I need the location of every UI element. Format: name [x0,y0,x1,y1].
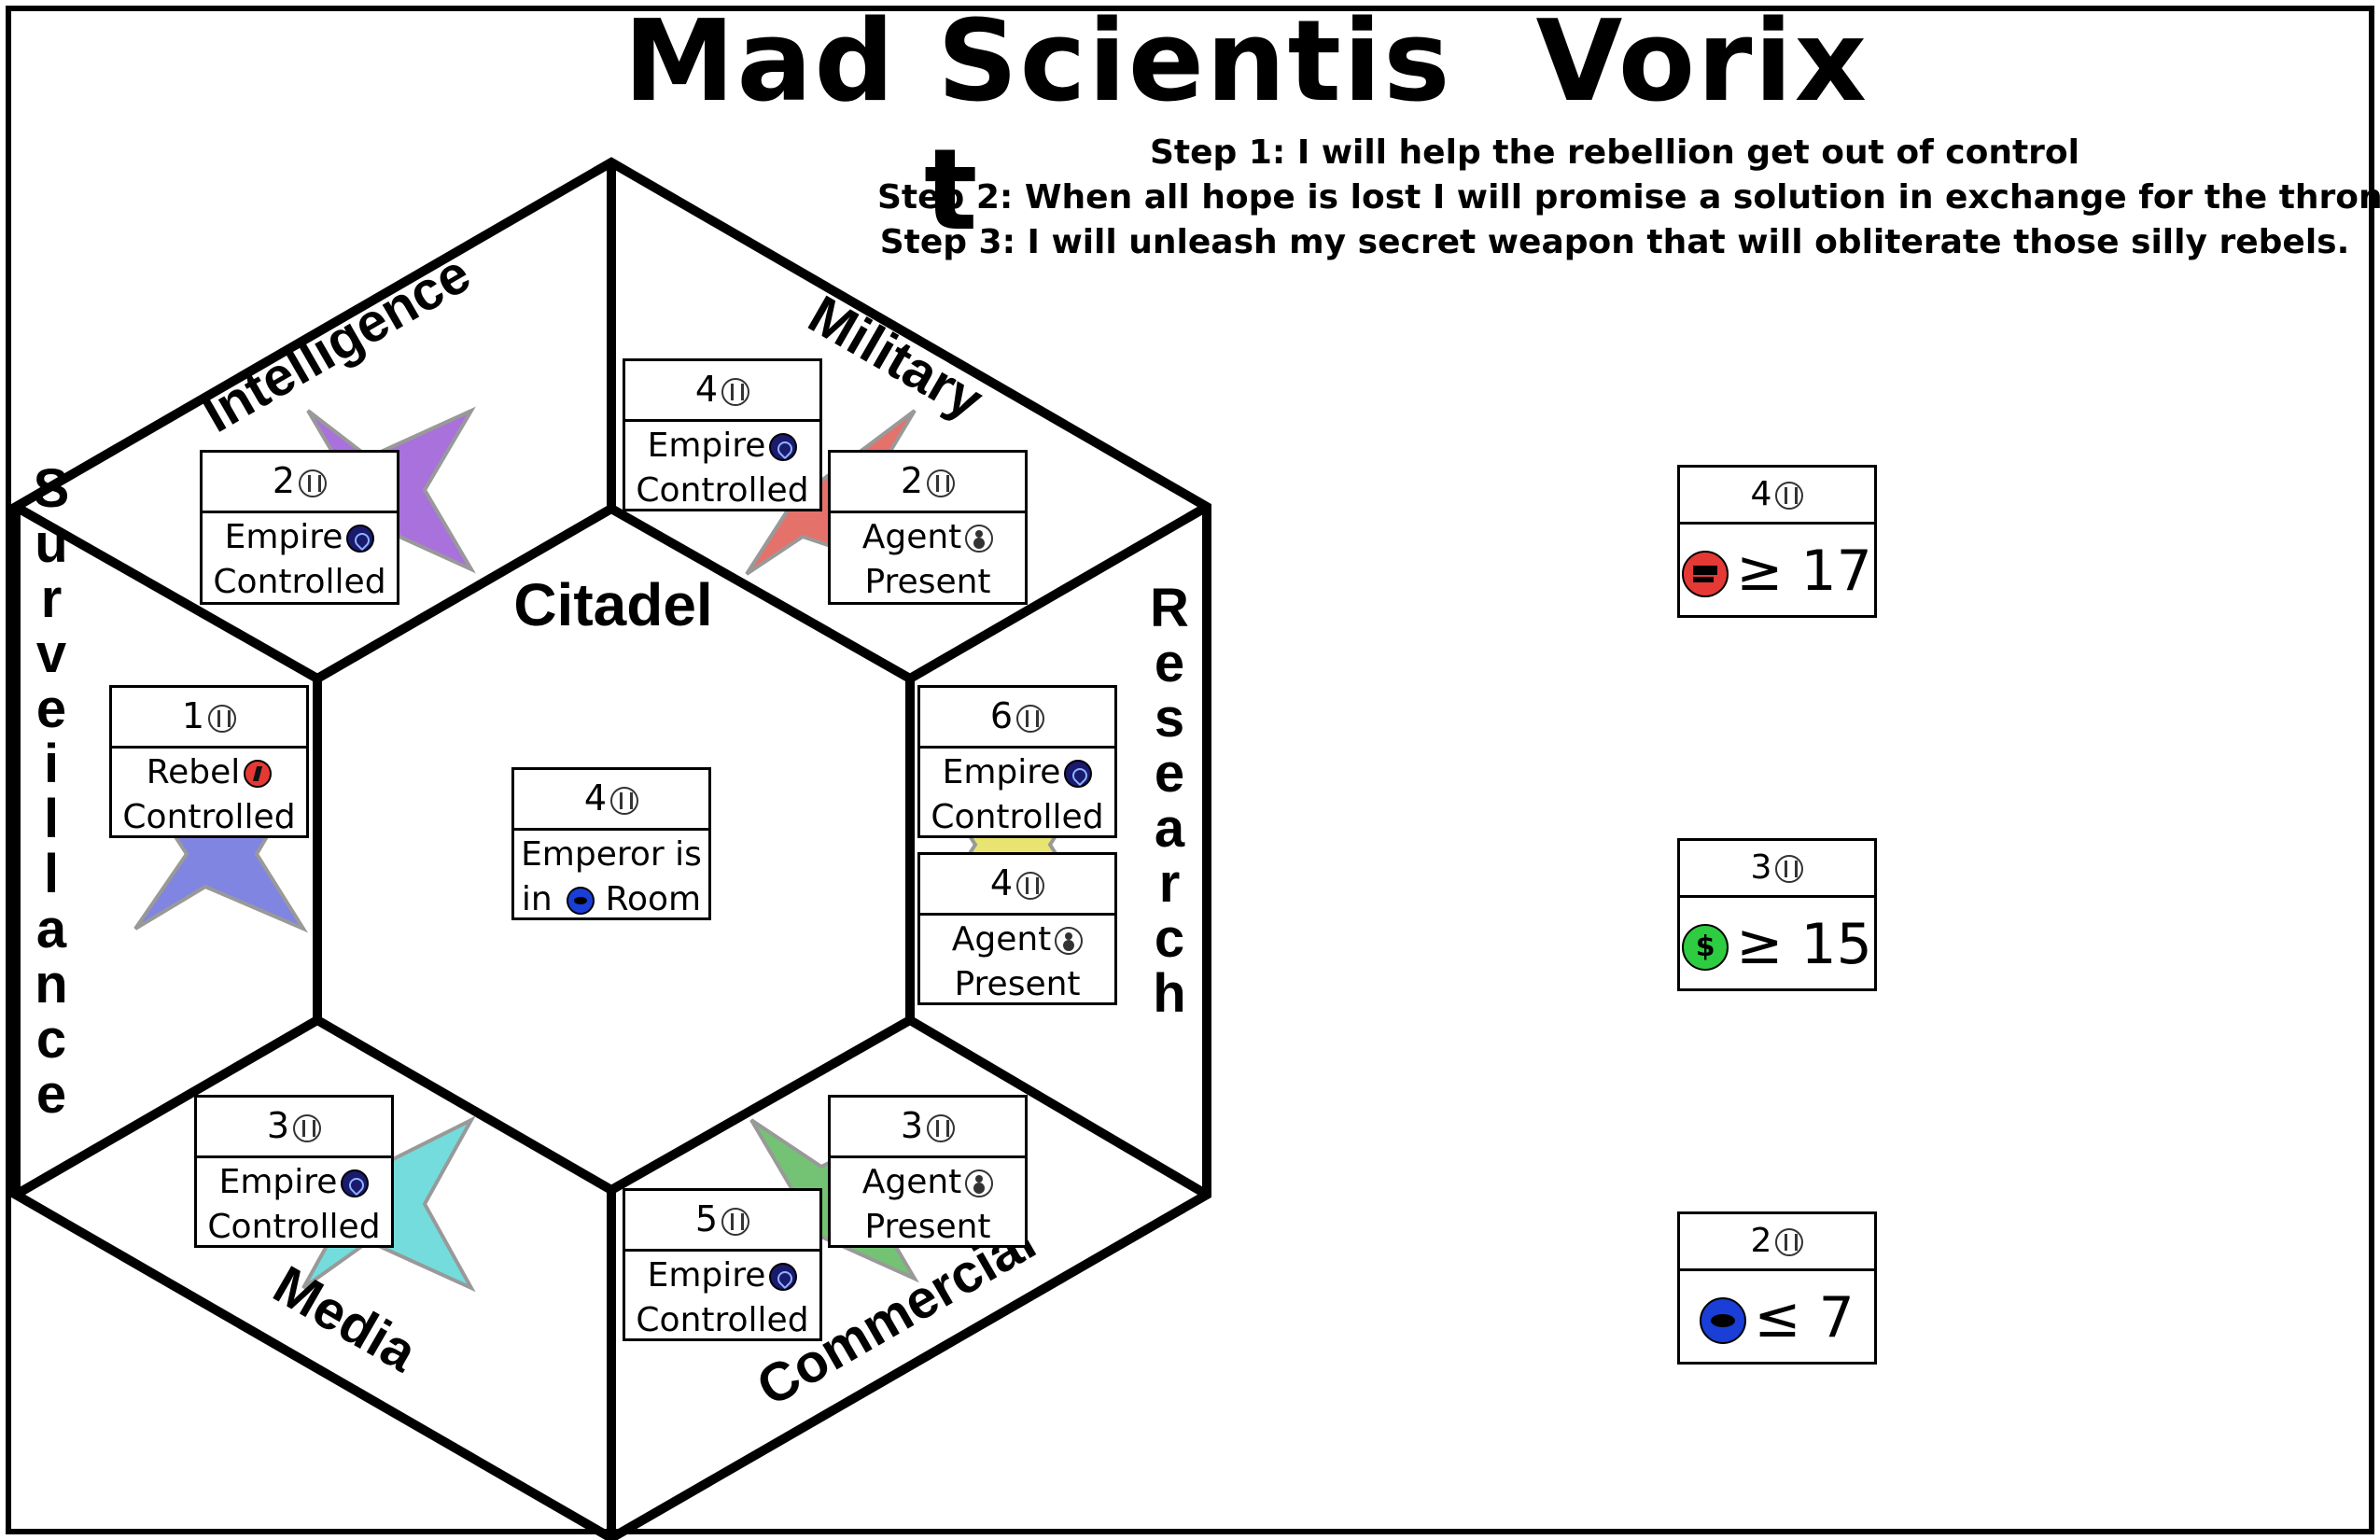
citadel-tile: 4 Emperor is in Room [511,767,711,920]
objective-value: 15 [1800,912,1872,977]
tile-line2: Controlled [636,471,809,510]
tile-line1: Rebel [146,753,241,791]
step-2: Step 2: When all hope is lost I will pro… [877,178,2380,217]
tile-points: 2 [203,453,397,513]
spoke-lower-right [907,1015,1210,1199]
objective-points: 3 [1680,841,1874,898]
tile-points: 4 [625,361,819,422]
tile-line1: Empire [224,518,343,556]
tile-line1: Empire [647,1256,766,1295]
citadel-label: Citadel [513,571,712,638]
objective-comparator: ≥ [1736,539,1784,604]
tile-line2: Controlled [931,798,1104,836]
tile-line1: Agent [951,920,1052,959]
influence-icon [927,469,956,497]
media-label: Media [263,1254,427,1384]
military-label: Military [799,284,993,431]
objective-comparator: ≤ [1754,1285,1801,1351]
objective-card-money: 3 ≥ 15 [1677,838,1877,991]
influence-icon [1775,855,1804,883]
empire-icon [769,1263,798,1291]
tile-line1: Agent [861,518,962,556]
objective-card-gun: 4 ≥ 17 [1677,465,1877,618]
tile-line2-suffix: Room [605,880,702,918]
tile-line1: Empire [218,1163,338,1201]
influence-icon [721,1207,750,1236]
strategy-steps: Step 1: I will help the rebellion get ou… [877,131,2380,265]
tile-line2: Present [864,1208,991,1246]
commercial-tile-a: 3 Agent Present [828,1095,1028,1248]
tile-line2: Controlled [122,798,296,836]
tile-line2-prefix: in [521,880,553,918]
card-title: Mad Scientis Vorix [623,0,1869,127]
tile-line2: Present [954,965,1081,1003]
gun-icon [1682,551,1729,598]
tile-line1: Emperor is [521,835,702,874]
military-tile-a: 4 Empire Controlled [623,358,822,511]
influence-icon [1016,704,1045,733]
tile-points: 4 [920,855,1114,916]
card-title-wrap: t [924,126,978,256]
influence-icon [1775,482,1804,510]
step-1: Step 1: I will help the rebellion get ou… [1149,133,2079,172]
spoke-upper-right [907,502,1210,683]
influence-icon [927,1113,956,1142]
objective-points: 4 [1680,468,1874,525]
empire-icon [346,525,375,553]
spoke-upper-left [13,502,320,683]
tile-line1: Empire [647,427,766,465]
card-frame [6,6,2374,1534]
tile-line2: Controlled [636,1301,809,1339]
tile-points: 5 [625,1191,819,1252]
tile-line2: Controlled [213,563,386,601]
military-tile-b: 2 Agent Present [828,450,1028,605]
tile-points: 2 [831,453,1025,513]
surveillance-tile: 1 Rebel Controlled [109,685,309,838]
research-tile-a: 6 Empire Controlled [917,685,1117,838]
tile-points: 1 [112,688,306,749]
tile-line1: Empire [942,753,1061,791]
research-label: Research [1140,578,1200,1018]
tile-line2: Controlled [207,1208,381,1246]
commercial-tile-b: 5 Empire Controlled [623,1188,822,1341]
tile-points: 6 [920,688,1114,749]
rebel-icon [244,760,273,788]
spoke-lower-left [13,1015,320,1199]
tile-line1: Agent [861,1163,962,1201]
influence-icon [1775,1228,1804,1256]
objective-value: 17 [1800,539,1872,604]
agent-icon [965,1169,994,1197]
step-3: Step 3: I will unleash my secret weapon … [879,223,2350,261]
intelligence-tile: 2 Empire Controlled [200,450,399,605]
objective-comparator: ≥ [1736,912,1784,977]
agent-icon [965,525,994,553]
tile-line2: Present [864,563,991,601]
eye-icon [567,887,595,915]
empire-icon [769,433,798,461]
tile-points: 4 [514,770,708,831]
influence-icon [299,469,328,497]
media-tile: 3 Empire Controlled [194,1095,394,1248]
research-tile-b: 4 Agent Present [917,852,1117,1005]
surveillance-label: Surveillance [21,458,82,1119]
empire-icon [1064,760,1093,788]
tile-points: 3 [831,1098,1025,1158]
influence-icon [610,786,639,815]
objective-value: 7 [1818,1285,1855,1351]
objective-card-eye: 2 ≤ 7 [1677,1211,1877,1365]
influence-icon [208,704,237,733]
influence-icon [721,377,750,406]
money-icon [1682,924,1729,972]
influence-icon [293,1113,322,1142]
objective-points: 2 [1680,1214,1874,1271]
tile-points: 3 [197,1098,391,1158]
empire-icon [341,1169,370,1197]
influence-icon [1016,871,1045,900]
intelligence-label: Intelligence [192,243,481,444]
agent-icon [1055,927,1084,955]
eye-icon [1700,1297,1747,1345]
